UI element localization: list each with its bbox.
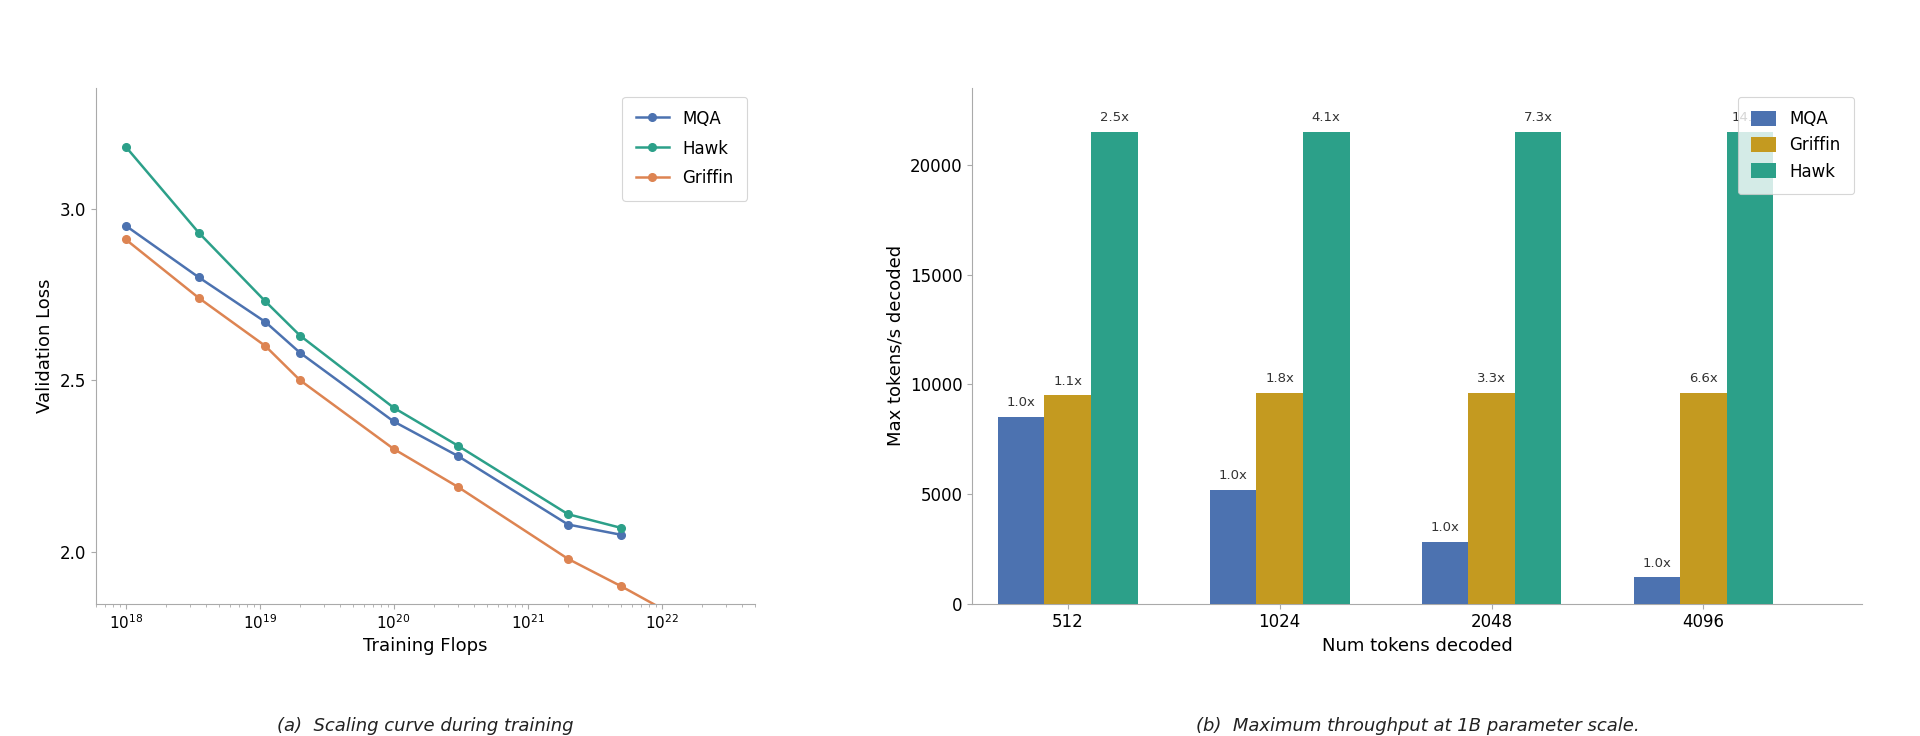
Bar [1421,542,1469,604]
Text: 7.3x: 7.3x [1524,111,1553,124]
MQA [382,417,405,426]
Line: MQA: MQA [121,222,626,539]
Text: 1.8x: 1.8x [1265,372,1294,386]
Griffin [445,482,468,491]
Bar [1091,132,1137,604]
Griffin [557,554,580,563]
Griffin [611,582,634,591]
Text: 1.0x: 1.0x [1430,522,1459,534]
Y-axis label: Validation Loss: Validation Loss [36,279,54,413]
Text: (b)  Maximum throughput at 1B parameter scale.: (b) Maximum throughput at 1B parameter s… [1196,717,1640,735]
Hawk [113,142,136,151]
Bar [1634,577,1680,604]
Bar [1044,395,1091,604]
MQA [611,531,634,539]
MQA [113,222,136,230]
MQA [288,348,311,357]
X-axis label: Num tokens decoded: Num tokens decoded [1323,637,1513,655]
Text: 1.0x: 1.0x [1219,469,1248,482]
X-axis label: Training Flops: Training Flops [363,637,488,656]
Line: Hawk: Hawk [121,143,626,532]
Hawk [382,403,405,412]
MQA [445,451,468,460]
Griffin [703,634,726,643]
Bar [1680,393,1726,604]
Griffin [382,445,405,453]
Y-axis label: Max tokens/s decoded: Max tokens/s decoded [887,245,904,447]
Text: 6.6x: 6.6x [1690,372,1718,386]
MQA [253,317,276,326]
Bar [1515,132,1561,604]
Hawk [253,297,276,305]
Bar [1210,489,1256,604]
Bar [1304,132,1350,604]
Text: (a)  Scaling curve during training: (a) Scaling curve during training [276,717,574,735]
Bar [1726,132,1774,604]
Legend: MQA, Hawk, Griffin: MQA, Hawk, Griffin [622,96,747,201]
Bar [1469,393,1515,604]
Hawk [186,228,209,237]
Text: 4.1x: 4.1x [1311,111,1340,124]
Griffin [253,342,276,350]
Griffin [186,294,209,302]
Hawk [445,441,468,450]
Hawk [557,510,580,519]
Bar [1256,393,1304,604]
Text: 1.1x: 1.1x [1054,375,1083,388]
Text: 14.8x: 14.8x [1732,111,1768,124]
Legend: MQA, Griffin, Hawk: MQA, Griffin, Hawk [1738,96,1855,194]
MQA [186,273,209,282]
Hawk [611,523,634,532]
Text: 3.3x: 3.3x [1476,372,1505,386]
Griffin [113,235,136,244]
Text: 2.5x: 2.5x [1100,111,1129,124]
Griffin [288,376,311,385]
Bar [998,417,1044,604]
Hawk [288,331,311,340]
Text: 1.0x: 1.0x [1642,556,1670,570]
Text: 1.0x: 1.0x [1006,397,1035,409]
MQA [557,520,580,529]
Line: Griffin: Griffin [121,236,718,642]
